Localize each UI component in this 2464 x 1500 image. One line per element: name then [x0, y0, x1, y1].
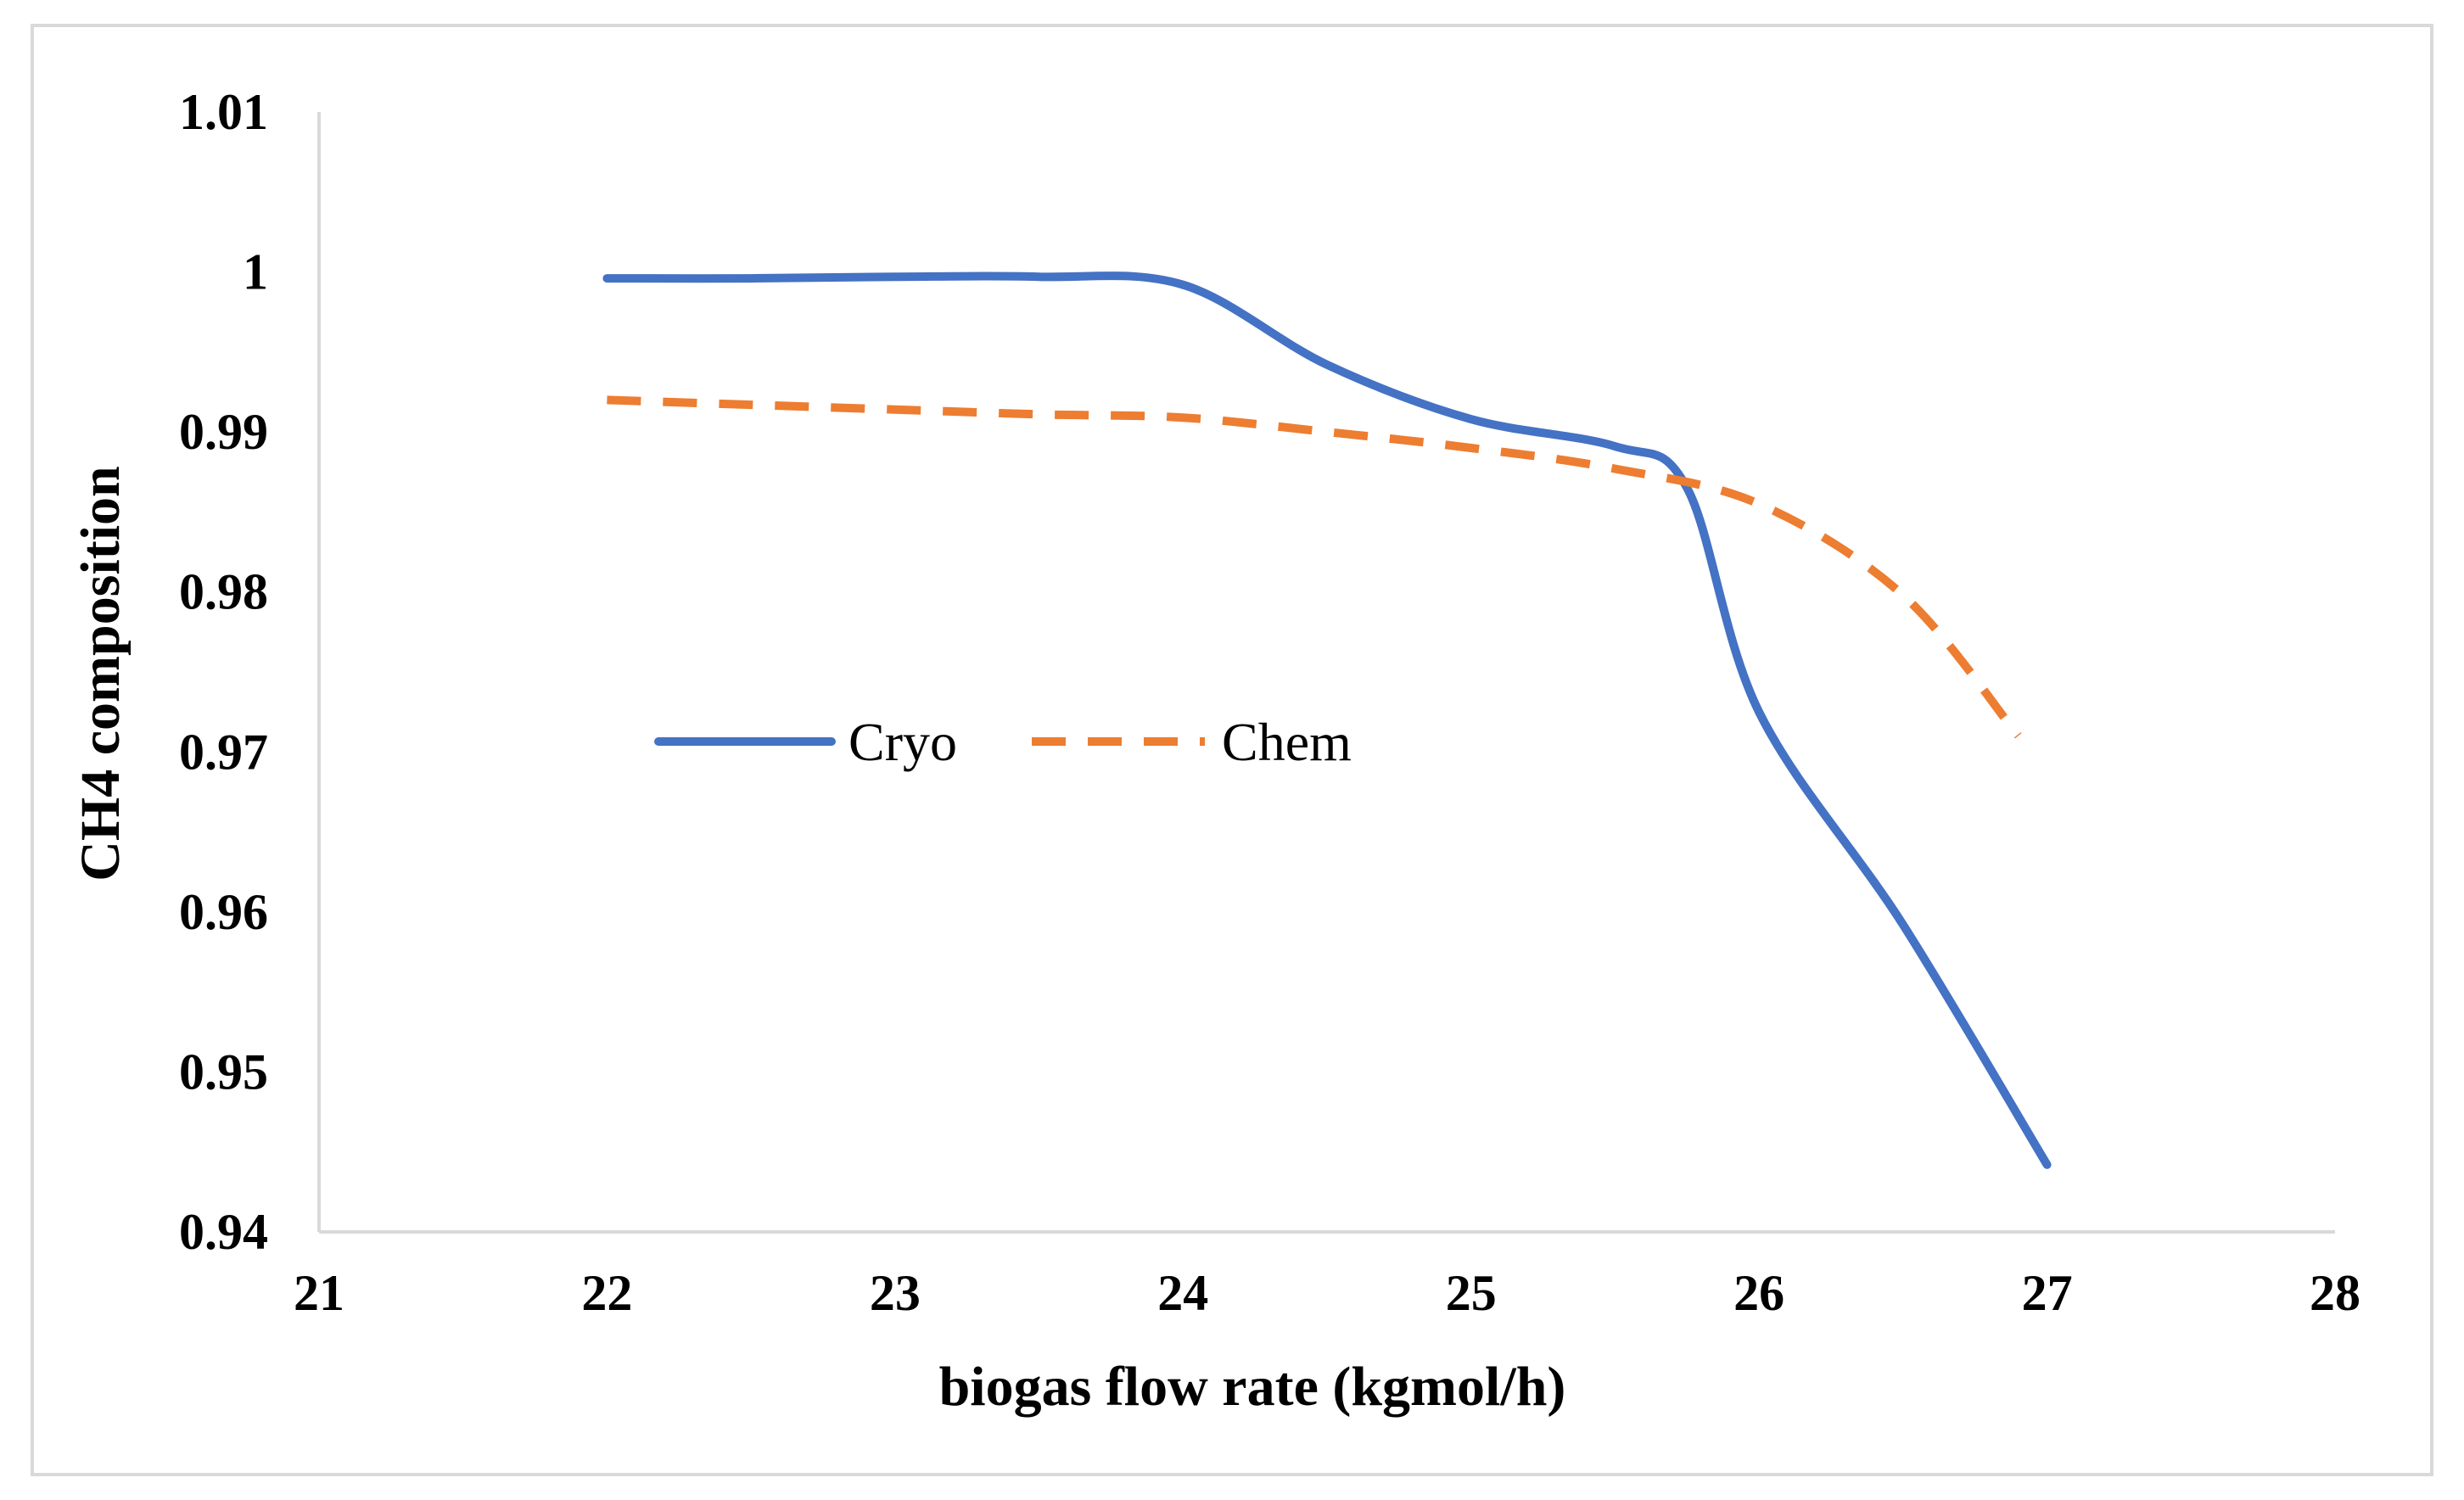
x-tick-label: 24 — [1157, 1265, 1208, 1321]
x-tick-label: 21 — [294, 1265, 344, 1321]
axes: 21 22 23 24 25 26 27 28 0.94 0.95 0.96 0.97 0.98 0.99… — [179, 84, 2360, 1321]
x-tick-label: 26 — [1733, 1265, 1784, 1321]
series-layer — [602, 271, 2052, 1169]
legend: Cryo Chem — [654, 712, 1352, 772]
legend-label-cryo: Cryo — [848, 712, 957, 772]
series-line-chem — [607, 395, 2022, 739]
x-tick-label: 23 — [870, 1265, 921, 1321]
y-tick-label: 0.99 — [179, 404, 268, 460]
y-tick-label: 1.01 — [179, 84, 268, 140]
x-tick-label: 28 — [2310, 1265, 2360, 1321]
y-tick-label: 0.94 — [179, 1204, 268, 1260]
legend-label-chem: Chem — [1222, 712, 1352, 772]
x-tick-label: 25 — [1446, 1265, 1497, 1321]
chart-frame — [31, 24, 2433, 1476]
y-tick-label: 0.98 — [179, 564, 268, 620]
y-tick-label: 0.96 — [179, 884, 268, 940]
x-axis-title: biogas flow rate (kgmol/h) — [939, 1356, 1566, 1418]
x-tick-label: 27 — [2022, 1265, 2073, 1321]
series-line-cryo — [602, 271, 2052, 1169]
y-tick-label: 0.95 — [179, 1044, 268, 1100]
y-tick-label: 1 — [243, 244, 268, 300]
x-tick-label: 22 — [581, 1265, 632, 1321]
y-tick-label: 0.97 — [179, 724, 268, 780]
y-axis-title: CH4 composition — [70, 466, 132, 882]
